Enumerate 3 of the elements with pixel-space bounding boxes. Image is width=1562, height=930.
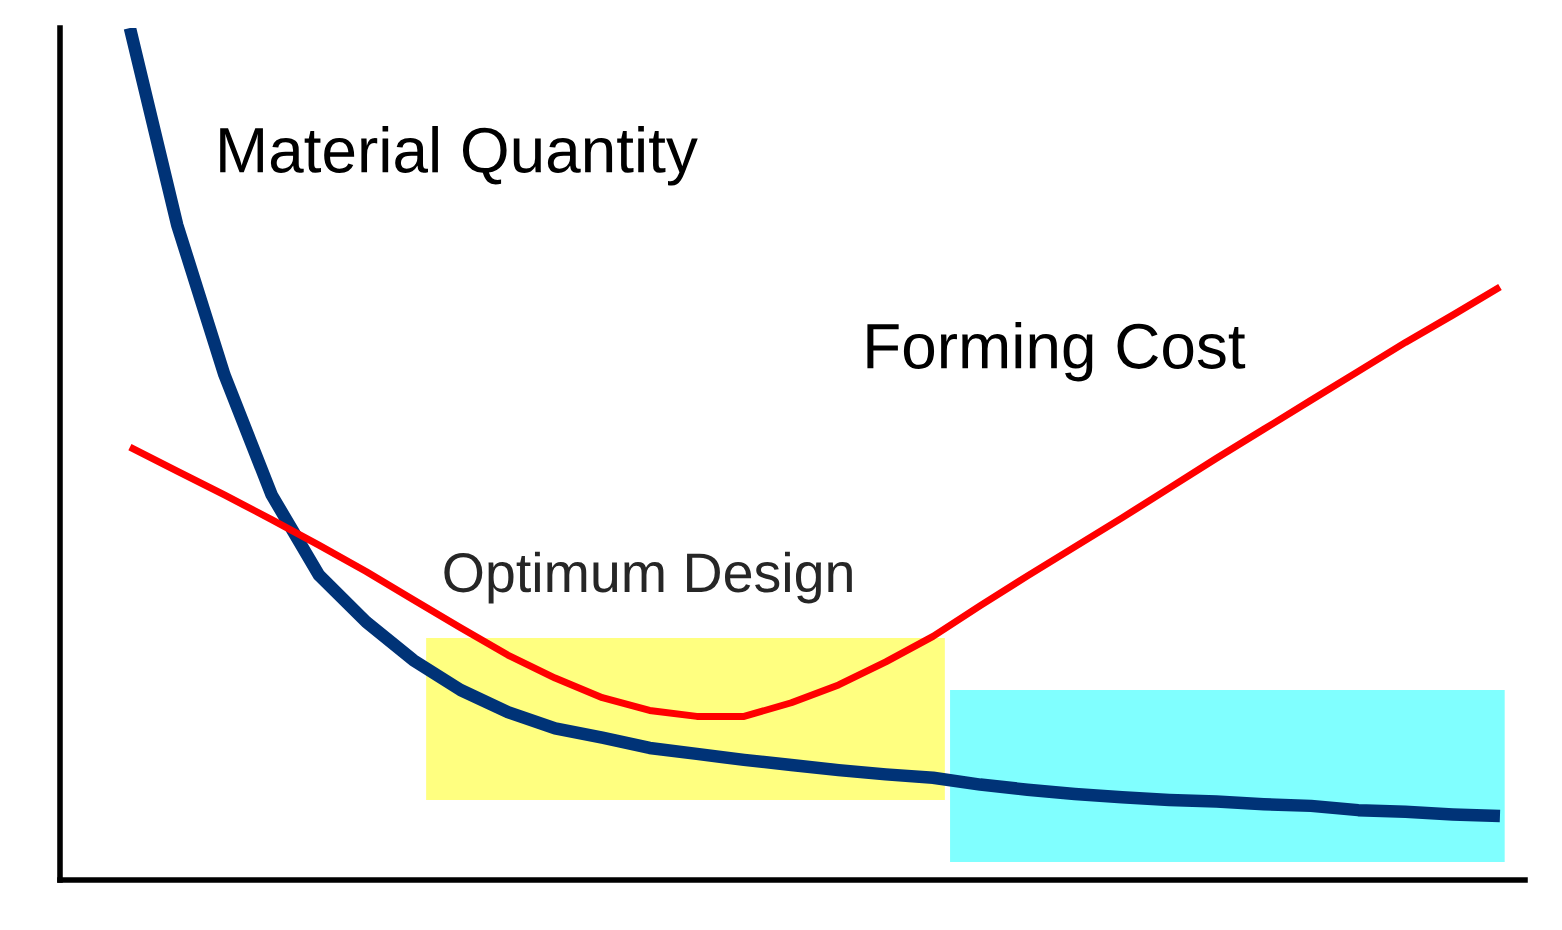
series-label: Material Quantity [220, 126, 698, 186]
series-label: Forming Cost [867, 321, 1246, 382]
annotation: Optimum Design [444, 551, 852, 604]
